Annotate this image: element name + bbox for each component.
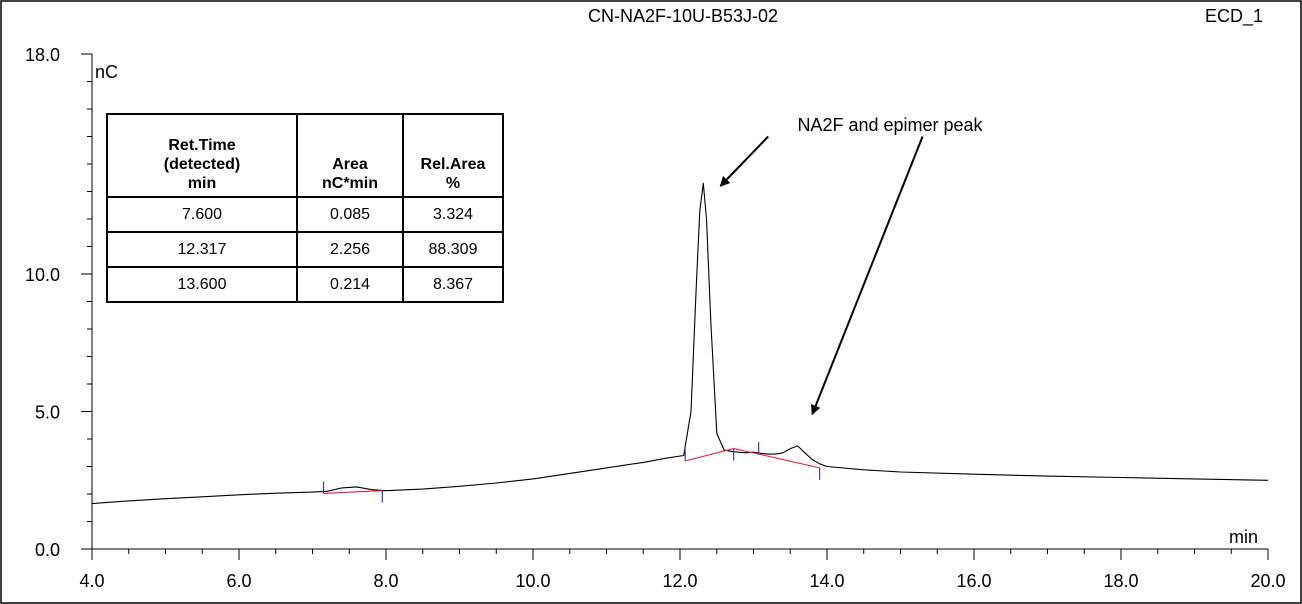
header-area-line: nC*min — [322, 175, 378, 192]
detector-label: ECD_1 — [1205, 6, 1263, 27]
header-ret-time-line: Ret.Time — [168, 137, 236, 154]
header-ret-time-line: (detected) — [163, 156, 241, 173]
x-axis-label: min — [1229, 527, 1258, 547]
header-rel-area-line: Rel.Area — [420, 156, 486, 173]
y-tick-label: 0.0 — [35, 540, 60, 560]
integration-baseline — [684, 448, 820, 469]
y-tick-label: 10.0 — [25, 265, 60, 285]
x-tick-label: 4.0 — [79, 571, 104, 591]
header-ret-time-line: min — [187, 175, 217, 192]
table-cell: 88.309 — [402, 231, 504, 268]
header-rel-area: Rel.Area % — [402, 113, 504, 198]
annotation-arrow — [810, 136, 924, 416]
x-tick-label: 14.0 — [809, 571, 844, 591]
peak-annotation: NA2F and epimer peak — [797, 115, 983, 135]
x-tick-label: 18.0 — [1103, 571, 1138, 591]
integration-baseline — [323, 490, 383, 494]
y-tick-label: 18.0 — [25, 45, 60, 65]
x-tick-label: 16.0 — [956, 571, 991, 591]
table-row: 7.600 0.085 3.324 — [106, 196, 504, 233]
header-rel-area-line: % — [445, 175, 461, 192]
table-row: 12.317 2.256 88.309 — [106, 231, 504, 268]
x-tick-label: 10.0 — [515, 571, 550, 591]
y-axis-label: nC — [95, 62, 118, 82]
header-ret-time: Ret.Time (detected) min — [106, 113, 298, 198]
annotation-arrow — [719, 135, 769, 187]
table-cell: 13.600 — [106, 266, 298, 303]
peak-table: Ret.Time (detected) min Area nC*min Rel.… — [106, 113, 504, 303]
table-cell: 12.317 — [106, 231, 298, 268]
peak-table-header: Ret.Time (detected) min Area nC*min Rel.… — [106, 113, 504, 198]
table-cell: 8.367 — [402, 266, 504, 303]
header-area: Area nC*min — [296, 113, 404, 198]
table-cell: 7.600 — [106, 196, 298, 233]
x-tick-label: 20.0 — [1250, 571, 1285, 591]
table-row: 13.600 0.214 8.367 — [106, 266, 504, 303]
chromatogram-trace — [91, 182, 1269, 505]
chart-title: CN-NA2F-10U-B53J-02 — [588, 6, 778, 26]
table-cell: 2.256 — [296, 231, 404, 268]
x-tick-label: 12.0 — [662, 571, 697, 591]
table-cell: 3.324 — [402, 196, 504, 233]
y-tick-label: 5.0 — [35, 403, 60, 423]
table-cell: 0.085 — [296, 196, 404, 233]
header-area-line: Area — [332, 156, 368, 173]
x-tick-label: 6.0 — [226, 571, 251, 591]
x-tick-label: 8.0 — [373, 571, 398, 591]
table-cell: 0.214 — [296, 266, 404, 303]
